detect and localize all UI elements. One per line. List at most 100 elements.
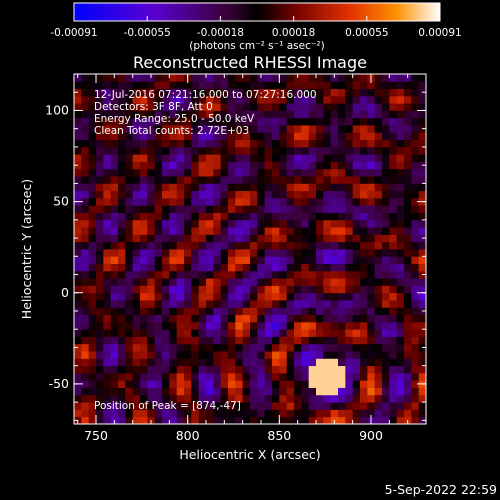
heatmap-cell bbox=[294, 394, 302, 403]
heatmap-cell bbox=[367, 154, 376, 162]
heatmap-cell bbox=[382, 234, 390, 243]
heatmap-cell bbox=[264, 176, 273, 184]
heatmap-cell bbox=[367, 394, 376, 403]
heatmap-cell bbox=[169, 402, 178, 410]
heatmap-cell bbox=[264, 168, 273, 177]
heatmap-cell bbox=[367, 321, 376, 330]
heatmap-cell bbox=[235, 358, 244, 367]
heatmap-cell bbox=[213, 256, 222, 264]
heatmap-cell bbox=[374, 161, 383, 170]
heatmap-cell bbox=[367, 372, 376, 381]
heatmap-cell bbox=[81, 125, 90, 133]
heatmap-cell bbox=[316, 343, 324, 352]
heatmap-cell bbox=[396, 212, 405, 221]
heatmap-cell bbox=[88, 88, 97, 97]
heatmap-cell bbox=[169, 190, 178, 199]
heatmap-cell bbox=[396, 95, 405, 104]
heatmap-cell bbox=[184, 103, 192, 111]
heatmap-cell bbox=[110, 227, 119, 235]
heatmap-cell bbox=[404, 103, 412, 111]
heatmap-cell bbox=[404, 183, 412, 192]
heatmap-cell bbox=[389, 336, 398, 345]
heatmap-cell bbox=[147, 95, 156, 104]
heatmap-cell bbox=[301, 125, 310, 133]
heatmap-cell bbox=[103, 81, 112, 89]
heatmap-cell bbox=[235, 256, 244, 264]
heatmap-cell bbox=[242, 117, 251, 126]
heatmap-cell bbox=[88, 117, 97, 126]
heatmap-cell bbox=[242, 314, 251, 323]
heatmap-cell bbox=[382, 146, 390, 155]
heatmap-cell bbox=[88, 110, 97, 119]
heatmap-cell bbox=[118, 132, 126, 141]
heatmap-cell bbox=[140, 88, 148, 97]
heatmap-cell bbox=[264, 336, 273, 345]
heatmap-cell bbox=[74, 139, 82, 148]
heatmap-cell bbox=[316, 117, 324, 126]
heatmap-cell bbox=[338, 190, 346, 199]
heatmap-cell bbox=[367, 292, 376, 301]
heatmap-cell bbox=[235, 270, 244, 279]
heatmap-cell bbox=[213, 212, 222, 221]
heatmap-cell bbox=[264, 132, 273, 141]
heatmap-cell bbox=[264, 380, 273, 388]
heatmap-cell bbox=[154, 95, 163, 104]
heatmap-cell bbox=[88, 168, 97, 177]
heatmap-cell bbox=[396, 416, 405, 424]
heatmap-cell bbox=[125, 380, 134, 388]
heatmap-cell bbox=[352, 336, 361, 345]
heatmap-cell bbox=[88, 416, 97, 424]
heatmap-cell bbox=[198, 117, 207, 126]
heatmap-cell bbox=[330, 110, 339, 119]
heatmap-cell bbox=[286, 300, 295, 308]
heatmap-cell bbox=[301, 307, 310, 316]
heatmap-cell bbox=[301, 292, 310, 301]
heatmap-cell bbox=[323, 168, 332, 177]
heatmap-cell bbox=[323, 74, 332, 82]
heatmap-cell bbox=[286, 270, 295, 279]
heatmap-cell bbox=[345, 402, 354, 410]
heatmap-cell bbox=[147, 219, 156, 228]
heatmap-cell bbox=[272, 146, 280, 155]
heatmap-cell bbox=[352, 139, 361, 148]
heatmap-cell bbox=[301, 387, 310, 396]
heatmap-cell bbox=[360, 227, 368, 235]
heatmap-cell bbox=[147, 110, 156, 119]
heatmap-cell bbox=[191, 329, 200, 337]
heatmap-cell bbox=[118, 95, 126, 104]
heatmap-cell bbox=[330, 212, 339, 221]
heatmap-cell bbox=[81, 380, 90, 388]
heatmap-cell bbox=[198, 249, 207, 257]
heatmap-cell bbox=[308, 372, 317, 381]
heatmap-cell bbox=[118, 176, 126, 184]
heatmap-cell bbox=[286, 358, 295, 367]
heatmap-cell bbox=[118, 168, 126, 177]
heatmap-cell bbox=[191, 307, 200, 316]
heatmap-cell bbox=[360, 365, 368, 374]
heatmap-cell bbox=[228, 409, 236, 418]
heatmap-cell bbox=[74, 212, 82, 221]
heatmap-cell bbox=[301, 74, 310, 82]
heatmap-cell bbox=[294, 241, 302, 250]
heatmap-cell bbox=[264, 139, 273, 148]
heatmap-cell bbox=[308, 154, 317, 162]
heatmap-cell bbox=[264, 81, 273, 89]
heatmap-cell bbox=[382, 205, 390, 213]
heatmap-cell bbox=[294, 110, 302, 119]
heatmap-cell bbox=[242, 183, 251, 192]
heatmap-cell bbox=[198, 183, 207, 192]
heatmap-cell bbox=[81, 241, 90, 250]
heatmap-cell bbox=[301, 321, 310, 330]
heatmap-cell bbox=[140, 176, 148, 184]
heatmap-cell bbox=[294, 176, 302, 184]
heatmap-cell bbox=[301, 409, 310, 418]
heatmap-cell bbox=[418, 132, 426, 141]
heatmap-cell bbox=[418, 300, 426, 308]
heatmap-cell bbox=[264, 212, 273, 221]
heatmap-cell bbox=[308, 409, 317, 418]
heatmap-cell bbox=[257, 146, 266, 155]
heatmap-cell bbox=[352, 380, 361, 388]
heatmap-cell bbox=[191, 74, 200, 82]
heatmap-cell bbox=[147, 278, 156, 286]
heatmap-cell bbox=[301, 183, 310, 192]
